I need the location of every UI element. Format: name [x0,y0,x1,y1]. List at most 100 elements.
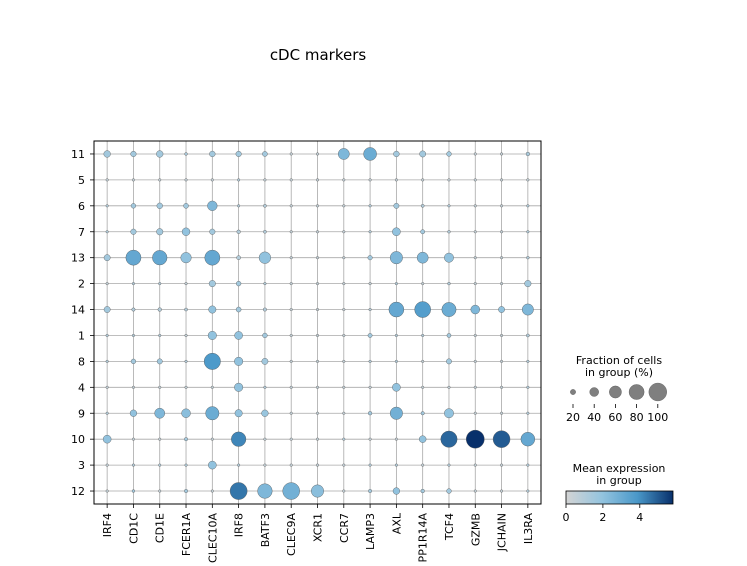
dot-10-CCR7 [342,437,346,441]
dot-7-CD1C [130,228,137,235]
dot-9-CLEC10A [205,406,220,421]
dot-8-IRF4 [105,359,109,363]
size-legend-dot [609,385,622,399]
dot-2-CCR7 [342,282,346,286]
dot-13-CD1C [125,249,142,266]
dot-8-PP1R14A [421,359,425,363]
size-legend-title: Fraction of cells in group (%) [576,354,662,379]
dot-11-LAMP3 [363,147,377,161]
dot-1-CD1E [158,333,162,337]
dot-4-CLEC10A [210,385,214,389]
dot-5-CCR7 [342,178,346,182]
dot-9-CLEC9A [289,411,293,415]
dot-4-TCF4 [447,385,451,389]
x-tick-label: LAMP3 [364,513,377,550]
y-tick-label: 13 [71,252,85,265]
dot-6-AXL [393,202,400,209]
dot-5-FCER1A [184,178,188,182]
y-tick-label: 5 [78,174,85,187]
dot-5-GZMB [473,178,477,182]
size-legend-label: 20 [566,411,580,424]
y-tick-label: 7 [78,226,85,239]
dot-1-AXL [394,333,398,337]
dot-7-CLEC9A [289,230,293,234]
dot-4-CD1E [158,385,162,389]
dot-4-XCR1 [316,385,320,389]
dot-6-TCF4 [447,204,451,208]
dot-12-LAMP3 [368,489,373,493]
dot-1-IRF4 [105,333,109,337]
dot-14-CCR7 [342,308,346,312]
dot-13-IRF8 [236,255,241,260]
dot-6-PP1R14A [420,204,425,208]
dot-6-CD1E [156,202,163,209]
dot-10-CD1C [131,437,135,441]
dot-9-LAMP3 [368,411,373,416]
dot-1-CLEC10A [207,331,217,340]
dot-9-JCHAIN [500,411,504,415]
dot-7-CLEC10A [209,228,216,235]
dot-1-GZMB [473,333,477,337]
dot-2-BATF3 [263,282,267,286]
dot-3-JCHAIN [500,463,504,467]
dot-14-LAMP3 [368,308,372,312]
dot-13-CCR7 [342,256,346,260]
dot-5-CD1C [131,178,135,182]
dot-4-IRF4 [105,385,109,389]
x-tick-label: TCF4 [443,513,456,541]
y-tick-label: 2 [78,278,85,291]
dot-2-CD1E [158,282,162,286]
y-tick-label: 9 [78,407,85,420]
dot-13-IL3RA [526,256,530,260]
dot-1-IL3RA [526,333,530,338]
dot-8-TCF4 [446,358,452,365]
x-tick-label: FCER1A [180,513,193,557]
dot-14-CD1C [131,307,136,312]
dot-4-CLEC9A [289,385,293,389]
x-tick-label: PP1R14A [417,513,430,563]
dot-10-JCHAIN [492,430,511,448]
x-tick-label: AXL [390,512,403,534]
colorbar [565,490,674,505]
y-tick-label: 8 [78,355,85,368]
dot-7-CCR7 [342,230,346,234]
dot-8-CLEC9A [289,359,293,363]
dot-6-BATF3 [263,204,267,208]
dot-5-CLEC9A [289,178,293,182]
dot-11-GZMB [473,152,477,156]
dot-13-PP1R14A [416,251,429,264]
dot-10-IL3RA [520,432,536,447]
x-tick-label: CD1C [127,513,140,544]
dot-8-JCHAIN [500,359,504,363]
dot-3-CD1C [131,463,135,467]
dot-9-FCER1A [181,408,191,418]
dot-10-IRF8 [231,431,247,447]
dot-2-PP1R14A [421,282,425,286]
dot-8-LAMP3 [368,359,372,363]
dot-1-CCR7 [342,333,346,337]
dot-13-FCER1A [180,252,192,264]
dot-9-BATF3 [261,409,269,417]
dot-12-CLEC10A [210,489,214,493]
size-legend-label: 40 [587,411,601,424]
dot-1-CLEC9A [289,333,293,337]
dot-7-TCF4 [447,230,451,234]
x-tick-label: JCHAIN [496,513,509,552]
dot-6-CLEC9A [289,204,293,208]
plot-grid [94,141,541,504]
dot-11-AXL [393,150,400,158]
dot-13-TCF4 [444,252,454,263]
dot-10-IRF4 [102,434,112,444]
dot-8-AXL [394,359,398,363]
y-axis-ticks: 11 5 6 7 13 2 14 1 8 4 9 10 3 12 [71,148,94,498]
dot-14-PP1R14A [414,301,431,318]
dot-2-CLEC10A [208,280,216,288]
dot-7-BATF3 [263,229,267,234]
dot-2-GZMB [473,282,477,286]
dot-14-XCR1 [316,308,320,312]
dot-11-IRF4 [103,150,111,158]
dot-12-IRF4 [105,489,109,493]
dot-4-AXL [392,383,401,392]
color-legend-title: Mean expression in group [573,462,666,487]
dot-6-CD1C [130,203,137,209]
